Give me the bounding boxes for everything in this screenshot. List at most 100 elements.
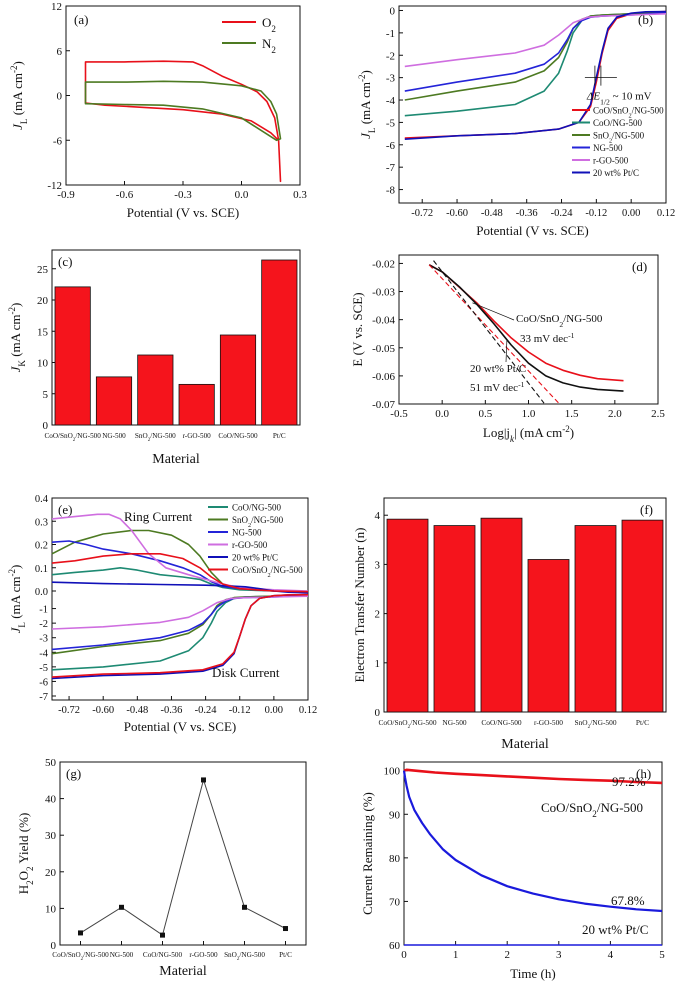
x-tick-label: -0.3 xyxy=(174,189,192,201)
annotation-slope: 51 mV dec-1 xyxy=(470,380,525,395)
annotation-text: 20 wt% Pt/C xyxy=(582,922,648,937)
category-part: /NG-500 xyxy=(410,718,437,727)
y-label-symbol: J xyxy=(8,365,23,372)
x-tick-label: -0.24 xyxy=(195,705,218,716)
y-axis-label: JL (mA cm-2) xyxy=(357,70,377,139)
annotation-text: /NG-500 xyxy=(597,800,643,815)
panel-label: (c) xyxy=(58,254,72,269)
disk-line-CoO/SnO2/NG-500 xyxy=(51,593,309,678)
y-label-unit: (mA cm xyxy=(358,82,373,128)
y-tick-label: 0 xyxy=(43,420,49,432)
y-tick-label: -6 xyxy=(386,140,396,152)
y-label-symbol: J xyxy=(10,123,25,130)
bar-CoO/SnO2/NG-500 xyxy=(54,286,91,426)
x-tick-label: 2 xyxy=(504,949,510,961)
x-axis-label: Material xyxy=(159,964,207,979)
x-tick-label: 5 xyxy=(659,949,665,961)
bar-SnO2/NG-500 xyxy=(574,525,617,713)
y-tick-label: -8 xyxy=(386,185,396,197)
category-part: NG-500 xyxy=(442,718,467,727)
y-label-unit: (mA cm xyxy=(8,315,23,361)
y-label-sub: L xyxy=(367,127,377,133)
y-axis-label-group: Electron Transfer Number (n) xyxy=(352,528,367,683)
category-label: CoO/SnO2/NG-500 xyxy=(52,951,109,962)
legend-label: r-GO-500 xyxy=(232,540,268,550)
panel-label: (h) xyxy=(636,766,651,781)
legend-label: CoO/NG-500 xyxy=(593,118,642,128)
category-sub: 2 xyxy=(73,437,76,443)
y-label-close: ) xyxy=(358,70,373,74)
y-tick-label: 0 xyxy=(390,5,396,17)
x-tick-label: -0.48 xyxy=(126,705,148,716)
bar-CoO/NG-500 xyxy=(219,334,257,426)
data-point-CoO/SnO2/NG-500 xyxy=(78,930,83,936)
y-axis-label: Current Remaining (%) xyxy=(360,792,375,915)
annotation-pointer xyxy=(505,339,508,363)
panel-g-frame xyxy=(59,761,307,946)
legend-text: CoO/SnO xyxy=(232,565,268,575)
y-axis-label: E (V vs. SCE) xyxy=(350,292,365,366)
legend-label: 20 wt% Pt/C xyxy=(232,553,278,563)
legend-label: CoO/SnO2/NG-500 xyxy=(593,106,664,120)
x-tick-label: 0.5 xyxy=(478,408,492,420)
bar-Pt/C xyxy=(621,519,664,713)
x-tick-label: 2.5 xyxy=(651,408,665,420)
y-label-text: H xyxy=(16,885,31,894)
y-tick-label: 0 xyxy=(51,940,57,952)
series-line-O2 xyxy=(84,60,282,183)
panel-h-frame xyxy=(403,761,663,946)
panel-d-frame xyxy=(398,254,659,405)
y-tick-label: -12 xyxy=(47,180,62,192)
annotation-text: 51 mV dec xyxy=(470,382,518,394)
legend-sub: 2 xyxy=(609,137,612,144)
y-tick-label: 90 xyxy=(389,809,401,821)
category-sub: 2 xyxy=(237,956,240,962)
annotation-text: 20 wt% Pt/C xyxy=(470,363,526,375)
x-axis-label: Potential (V vs. SCE) xyxy=(476,223,588,238)
category-part: CoO/SnO xyxy=(52,951,80,959)
x-tick-label: 3 xyxy=(556,949,562,961)
annotation-text: CoO/SnO xyxy=(541,800,592,815)
y-axis-label: JL (mA cm-2) xyxy=(7,565,27,634)
legend-label: r-GO-500 xyxy=(593,156,629,166)
y-tick-label: 50 xyxy=(45,757,57,769)
x-tick-label: -0.9 xyxy=(57,189,75,201)
y-tick-label: -0.03 xyxy=(372,287,395,299)
y-tick-label: -6 xyxy=(53,135,63,147)
category-part: NG-500 xyxy=(110,951,134,959)
legend-text: /NG-500 xyxy=(632,106,664,116)
y-tick-label: -2 xyxy=(386,50,395,62)
y-label-exponent: -2 xyxy=(7,307,17,315)
legend-sub: 2 xyxy=(248,522,251,529)
x-tick-label: 0.12 xyxy=(299,705,317,716)
y-tick-label: -5 xyxy=(386,117,396,129)
y-tick-label: -0.05 xyxy=(372,343,395,355)
legend-text: r-GO-500 xyxy=(232,540,268,550)
y-tick-label: 100 xyxy=(384,766,401,778)
y-tick-label: 20 xyxy=(45,867,57,879)
bar-CoO/NG-500 xyxy=(480,517,523,713)
annotation-sup: -1 xyxy=(518,380,525,389)
y-tick-label: -4 xyxy=(39,648,48,659)
category-part: SnO xyxy=(135,432,148,440)
category-part: r-GO-500 xyxy=(534,718,563,727)
series-line-20 wt% Pt/C xyxy=(402,770,663,913)
y-label-sub: K xyxy=(17,360,27,367)
legend-sub: 2 xyxy=(629,112,632,119)
x-axis-label: Potential (V vs. SCE) xyxy=(124,719,236,734)
y-axis-label: Electron Transfer Number (n) xyxy=(352,528,367,683)
y-tick-label: 0 xyxy=(375,707,381,719)
legend-text: O xyxy=(262,15,271,30)
y-tick-label: 0.3 xyxy=(35,517,48,528)
y-axis-label-group: JL (mA cm-2) xyxy=(9,61,29,130)
legend-sub: 2 xyxy=(271,45,276,55)
series-line-CoO/SnO2/NG-500 xyxy=(403,768,663,785)
panel-label: (e) xyxy=(58,502,72,517)
y-tick-label: 15 xyxy=(37,326,49,338)
legend-text: CoO/NG-500 xyxy=(593,118,642,128)
y-tick-label: 0 xyxy=(57,91,63,103)
category-label: NG-500 xyxy=(442,718,467,727)
y-tick-label: -6 xyxy=(39,677,48,688)
legend-text: /NG-500 xyxy=(271,565,303,575)
category-label: SnO2/NG-500 xyxy=(224,951,265,962)
